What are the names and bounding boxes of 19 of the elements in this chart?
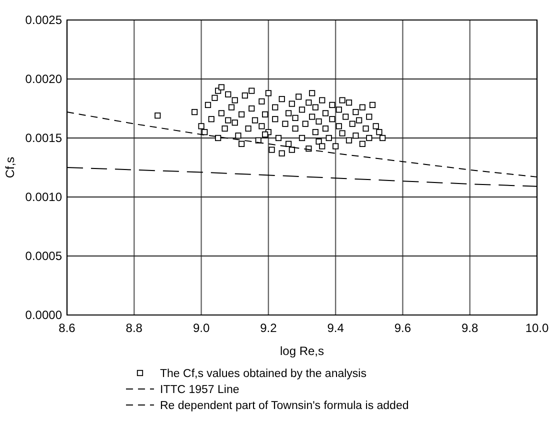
y-axis-title: Cf,s xyxy=(3,156,17,178)
y-tick-label: 0.0000 xyxy=(25,308,62,322)
x-tick-label: 10.0 xyxy=(525,321,549,335)
legend-label: ITTC 1957 Line xyxy=(160,384,240,396)
x-tick-label: 9.0 xyxy=(192,321,210,335)
x-tick-label: 8.6 xyxy=(58,321,76,335)
legend-label: The Cf,s values obtained by the analysis xyxy=(160,368,367,380)
x-tick-label: 9.4 xyxy=(327,321,344,335)
x-tick-label: 9.2 xyxy=(260,321,278,335)
y-tick-label: 0.0025 xyxy=(25,13,62,27)
y-tick-label: 0.0010 xyxy=(25,190,62,204)
x-tick-label: 8.8 xyxy=(126,321,143,335)
y-tick-label: 0.0020 xyxy=(25,72,62,86)
x-tick-label: 9.8 xyxy=(462,321,479,335)
x-tick-label: 9.6 xyxy=(394,321,412,335)
legend-label: Re dependent part of Townsin's formula is added xyxy=(160,400,409,412)
y-tick-label: 0.0005 xyxy=(25,249,62,263)
x-axis-title: log Re,s xyxy=(280,344,324,358)
y-tick-label: 0.0015 xyxy=(25,131,62,145)
